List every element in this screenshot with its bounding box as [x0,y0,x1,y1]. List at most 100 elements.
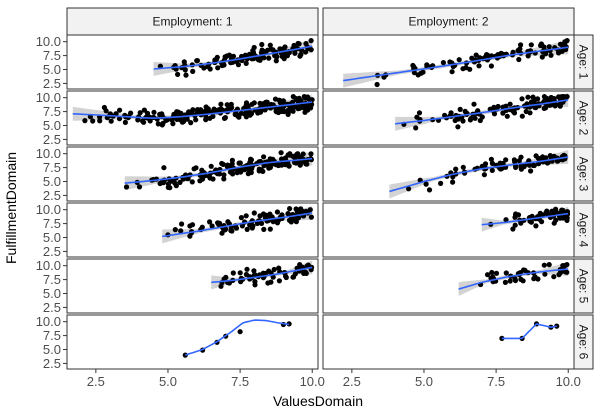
data-point [476,63,482,69]
column-strip-label: Employment: 1 [152,15,232,29]
panel-border [66,258,319,314]
data-point [276,97,282,103]
data-point [248,169,254,176]
data-point [381,74,387,80]
data-point [551,96,557,102]
data-point [243,103,249,109]
data-point [210,113,216,119]
y-tick-label: 2.5 [43,300,61,315]
data-point [455,124,461,130]
data-point [274,220,281,226]
panel-border [66,314,319,370]
data-point [489,160,495,166]
data-point [165,181,171,187]
data-point [500,104,506,110]
data-point [554,323,560,329]
data-point [519,96,525,102]
data-point [553,217,559,223]
data-point [272,53,278,59]
data-point [140,118,146,124]
data-point [460,118,466,124]
data-point [500,110,506,116]
confidence-band [458,262,569,297]
data-point [235,62,241,68]
data-point [418,70,424,76]
data-point [452,117,458,124]
facet-panels [66,34,575,370]
data-point [247,165,253,171]
data-point [193,117,199,123]
data-point [564,217,570,223]
data-point [251,44,257,51]
data-point [297,262,303,268]
data-point [416,110,423,116]
data-point [239,223,245,229]
data-point [530,94,536,100]
data-point [511,157,517,163]
data-point [206,173,212,180]
data-point [497,160,503,166]
smooth-line [124,157,313,184]
y-tick-label: 7.5 [43,48,61,63]
data-point [301,94,307,100]
data-point [528,168,534,174]
data-point [113,111,119,117]
data-point [564,262,570,268]
y-tick-label: 10.0 [36,90,61,105]
data-point [219,62,225,69]
data-point [296,98,302,104]
facet-panel [66,90,319,146]
data-point [261,55,267,61]
data-point [215,65,221,71]
data-point [460,66,466,72]
data-point [507,278,513,284]
panel-border [322,90,575,146]
data-point [267,156,273,162]
data-point [155,121,161,127]
data-point [450,179,456,185]
data-point [189,179,195,185]
data-point [271,266,277,273]
data-point [221,176,227,182]
data-point [170,178,176,184]
data-point [279,53,285,60]
data-point [513,212,519,218]
data-point [190,107,196,113]
data-point [484,272,491,278]
data-point [236,114,242,120]
y-tick-label: 10.0 [36,34,61,49]
data-point [283,274,289,281]
data-point [135,117,141,123]
data-point [252,282,258,288]
data-point [259,41,265,48]
facet-panel [66,314,319,370]
data-point [274,209,280,215]
panel-border [66,34,319,90]
data-point [181,118,187,124]
data-point [244,266,250,272]
data-point [557,269,564,276]
data-point [225,219,231,225]
data-point [512,276,518,282]
data-point [539,54,545,60]
y-tick-label: 5.0 [43,286,61,301]
data-point [182,67,188,73]
data-point [457,106,463,112]
data-point [229,157,235,163]
data-point [230,171,236,177]
data-point [230,270,236,276]
data-point [447,59,453,65]
data-point [548,102,554,108]
data-point [221,172,227,178]
data-point [238,110,244,116]
data-point [226,280,232,286]
data-point [243,60,249,66]
y-tick-label: 2.5 [43,188,61,203]
data-point [525,94,531,100]
data-point [199,167,205,173]
data-point [263,99,269,105]
confidence-band [389,150,569,199]
data-point [440,60,446,66]
column-strip [66,7,319,36]
data-point [532,274,538,280]
